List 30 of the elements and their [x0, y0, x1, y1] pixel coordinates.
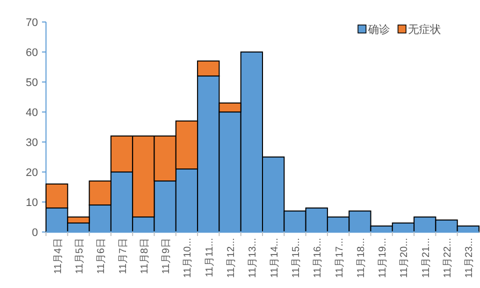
- y-tick-label: 40: [26, 107, 38, 119]
- x-tick-label: 11月8日: [139, 238, 150, 274]
- x-tick-label: 11月19...: [378, 238, 389, 278]
- x-tick-label: 11月16...: [312, 238, 324, 278]
- x-tick-label: 11月11...: [204, 238, 216, 278]
- x-tick-label: 11月12...: [226, 238, 238, 278]
- legend-label: 无症状: [408, 23, 441, 36]
- y-tick-label: 10: [26, 197, 38, 209]
- y-tick-label: 50: [26, 77, 38, 89]
- x-tick-label: 11月10...: [182, 238, 194, 278]
- x-tick-label: 11月4日: [52, 238, 64, 274]
- x-tick-label: 11月7日: [118, 238, 129, 274]
- x-tick-label: 11月9日: [161, 238, 172, 274]
- x-tick-label: 11月17...: [334, 238, 346, 278]
- y-tick-label: 30: [26, 137, 38, 149]
- x-tick-label: 11月22...: [442, 238, 454, 278]
- y-tick-label: 70: [26, 17, 38, 29]
- y-tick-label: 60: [26, 47, 38, 59]
- y-tick-label: 0: [32, 227, 38, 239]
- x-tick-label: 11月21...: [420, 238, 432, 278]
- y-tick-label: 20: [26, 167, 38, 179]
- x-tick-label: 11月18...: [356, 238, 367, 278]
- x-tick-label: 11月23...: [464, 238, 476, 278]
- x-tick-label: 11月20...: [399, 238, 410, 278]
- legend-label: 确诊: [367, 24, 390, 36]
- x-tick-label: 11月6日: [96, 238, 108, 274]
- x-tick-label: 11月13...: [248, 238, 259, 278]
- x-tick-label: 11月14...: [269, 238, 280, 278]
- x-tick-label: 11月15...: [290, 238, 302, 278]
- x-tick-label: 11月5日: [74, 238, 86, 274]
